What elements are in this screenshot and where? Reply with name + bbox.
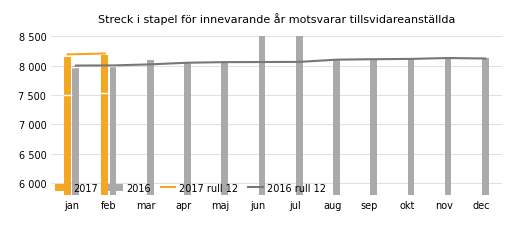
2016 rull 12 [333, 59, 339, 62]
Bar [72, 66, 79, 195]
2016 rull 12 [184, 62, 190, 65]
Bar [445, 58, 452, 195]
2016 rull 12 [110, 65, 116, 68]
Bar [184, 63, 191, 195]
2017 rull 12 [102, 53, 108, 56]
Bar [370, 60, 377, 195]
2016 rull 12 [371, 58, 377, 61]
Bar [64, 58, 71, 195]
2016 rull 12 [147, 64, 153, 66]
2016 rull 12 [73, 65, 79, 68]
Bar [482, 59, 489, 195]
Legend: 2017, 2016, 2017 rull 12, 2016 rull 12: 2017, 2016, 2017 rull 12, 2016 rull 12 [51, 179, 330, 197]
2016 rull 12 [296, 61, 302, 64]
2016 rull 12 [222, 62, 228, 64]
Bar [101, 56, 108, 195]
Line: 2017 rull 12: 2017 rull 12 [68, 54, 105, 55]
Line: 2016 rull 12: 2016 rull 12 [76, 59, 485, 66]
2016 rull 12 [259, 61, 265, 64]
Bar [221, 63, 228, 195]
Bar [110, 66, 116, 195]
2016 rull 12 [408, 58, 414, 61]
Bar [333, 60, 340, 195]
Bar [296, 37, 303, 195]
Title: Streck i stapel för innevarande år motsvarar tillsvidareanställda: Streck i stapel för innevarande år motsv… [98, 13, 455, 25]
Bar [147, 60, 154, 195]
Bar [259, 37, 265, 195]
2016 rull 12 [482, 58, 488, 61]
2017 rull 12 [65, 54, 71, 57]
2016 rull 12 [445, 57, 451, 60]
Bar [408, 59, 414, 195]
